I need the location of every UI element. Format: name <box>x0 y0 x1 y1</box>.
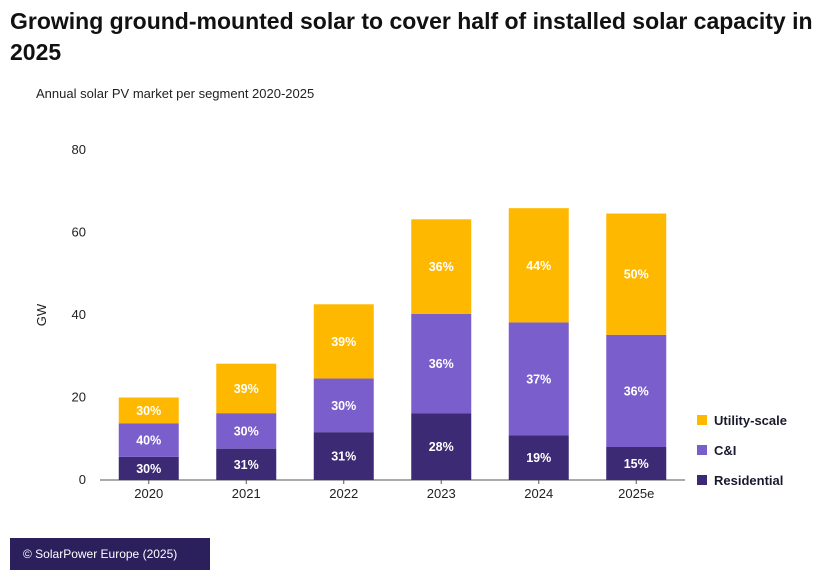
chart-title: Growing ground-mounted solar to cover ha… <box>10 8 813 65</box>
bar-value-label: 39% <box>331 335 356 349</box>
y-tick-label: 0 <box>79 472 86 487</box>
legend-swatch-residential <box>697 475 707 485</box>
bar-value-label: 36% <box>624 384 649 398</box>
x-tick-label: 2021 <box>232 486 261 501</box>
bar-segment-ci <box>313 378 374 433</box>
bar-segment-ci <box>411 313 472 414</box>
bar-value-label: 50% <box>624 268 649 282</box>
bar-value-label: 15% <box>624 457 649 471</box>
bar-value-label: 30% <box>136 404 161 418</box>
bar-value-label: 31% <box>234 458 259 472</box>
y-tick-label: 20 <box>72 390 86 405</box>
stacked-bar-chart: 0 20 40 60 80 GW 30% 40% 30% 2020 31% 30% 39% 2021 31%… <box>34 142 685 501</box>
copyright-badge: © SolarPower Europe (2025) <box>10 538 210 570</box>
x-tick-label: 2020 <box>134 486 163 501</box>
bar-segment-ci <box>118 423 179 457</box>
legend-item-ci: C&I <box>697 435 787 465</box>
legend-item-utility: Utility-scale <box>697 405 787 435</box>
legend-label-residential: Residential <box>714 472 784 488</box>
bar-value-label: 36% <box>429 260 454 274</box>
bar-value-label: 44% <box>526 259 551 273</box>
bar-value-label: 40% <box>136 434 161 448</box>
y-axis-label: GW <box>34 303 49 326</box>
x-tick-label: 2024 <box>524 486 553 501</box>
legend-swatch-utility <box>697 415 707 425</box>
y-tick-label: 40 <box>72 307 86 322</box>
bar-segment-ci <box>606 334 667 447</box>
bar-value-label: 31% <box>331 450 356 464</box>
bar-segment-residential <box>118 456 179 480</box>
x-tick-label: 2025e <box>618 486 654 501</box>
bar-segment-utilityscale <box>118 397 179 424</box>
legend-swatch-ci <box>697 445 707 455</box>
legend-item-residential: Residential <box>697 465 787 495</box>
legend-label-utility: Utility-scale <box>714 412 787 428</box>
copyright-text: © SolarPower Europe (2025) <box>23 547 178 561</box>
bar-segment-utilityscale <box>411 219 472 314</box>
bar-value-label: 30% <box>136 462 161 476</box>
bar-segment-ci <box>508 322 569 436</box>
bar-segment-ci <box>216 413 277 449</box>
chart-subtitle: Annual solar PV market per segment 2020-… <box>36 86 315 101</box>
bar-segment-utilityscale <box>606 213 667 335</box>
bar-segment-residential <box>508 435 569 480</box>
bar-value-label: 39% <box>234 382 259 396</box>
bar-value-label: 37% <box>526 372 551 386</box>
bar-value-label: 30% <box>331 399 356 413</box>
chart-legend: Utility-scale C&I Residential <box>697 405 787 495</box>
bar-segment-utilityscale <box>508 208 569 323</box>
y-tick-label: 80 <box>72 142 86 157</box>
bar-value-label: 19% <box>526 451 551 465</box>
bar-value-label: 28% <box>429 440 454 454</box>
bar-value-label: 30% <box>234 424 259 438</box>
bar-segment-utilityscale <box>216 363 277 414</box>
bar-segment-residential <box>313 432 374 480</box>
bar-segment-residential <box>216 448 277 480</box>
bar-segment-residential <box>411 413 472 480</box>
legend-label-ci: C&I <box>714 442 737 458</box>
x-tick-label: 2022 <box>329 486 358 501</box>
y-tick-label: 60 <box>72 225 86 240</box>
bar-value-label: 36% <box>429 357 454 371</box>
bar-segment-residential <box>606 447 667 480</box>
bar-segment-utilityscale <box>313 304 374 379</box>
x-tick-label: 2023 <box>427 486 456 501</box>
